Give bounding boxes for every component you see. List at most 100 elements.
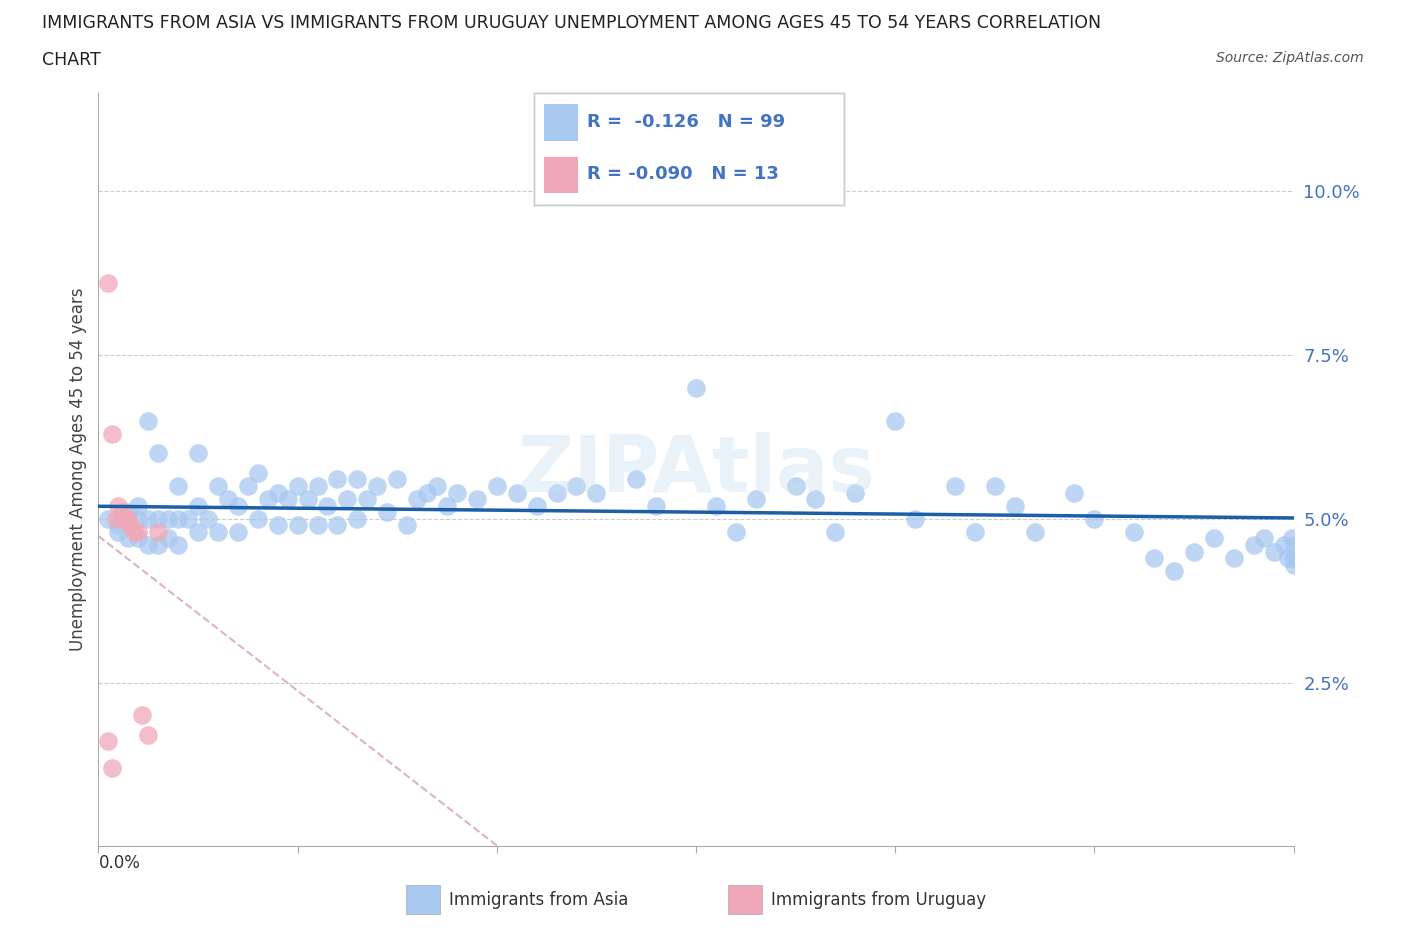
Point [1223, 551, 1246, 565]
Point [645, 498, 668, 513]
Point [984, 479, 1007, 494]
Point [745, 492, 768, 507]
Point [148, 525, 170, 539]
Point [436, 498, 458, 513]
Point [97, 275, 120, 290]
Point [1263, 544, 1285, 559]
Point [446, 485, 468, 500]
Point [704, 498, 727, 513]
Point [97, 512, 120, 526]
Bar [406, 885, 440, 914]
Point [297, 492, 319, 507]
Point [375, 505, 398, 520]
Point [1281, 531, 1303, 546]
Point [246, 466, 269, 481]
Point [1282, 557, 1305, 572]
Point [287, 518, 309, 533]
Point [187, 445, 209, 460]
Point [267, 485, 290, 500]
Point [226, 498, 249, 513]
Point [97, 734, 120, 749]
Point [107, 498, 129, 513]
Point [157, 512, 180, 526]
Point [187, 525, 209, 539]
Y-axis label: Unemployment Among Ages 45 to 54 years: Unemployment Among Ages 45 to 54 years [69, 288, 87, 651]
Point [426, 479, 449, 494]
Point [1282, 538, 1305, 552]
Point [326, 518, 349, 533]
Text: CHART: CHART [42, 51, 101, 69]
Point [1143, 551, 1166, 565]
Point [207, 479, 229, 494]
Point [136, 538, 159, 552]
Point [277, 492, 299, 507]
Point [1163, 564, 1185, 578]
Point [127, 512, 149, 526]
Point [546, 485, 568, 500]
Point [685, 380, 707, 395]
Point [101, 426, 124, 441]
Point [406, 492, 429, 507]
Point [167, 538, 190, 552]
Point [844, 485, 866, 500]
Point [356, 492, 378, 507]
Point [396, 518, 419, 533]
Point [724, 525, 747, 539]
Text: Immigrants from Uruguay: Immigrants from Uruguay [770, 891, 986, 909]
Point [1123, 525, 1146, 539]
Point [416, 485, 439, 500]
Point [136, 413, 159, 428]
Point [111, 505, 134, 520]
Point [485, 479, 508, 494]
Point [217, 492, 239, 507]
Point [167, 512, 190, 526]
Point [148, 538, 170, 552]
Point [585, 485, 607, 500]
Point [127, 525, 149, 539]
Bar [544, 104, 578, 141]
Text: R = -0.090   N = 13: R = -0.090 N = 13 [586, 166, 779, 183]
Point [884, 413, 907, 428]
Point [1282, 551, 1305, 565]
Text: ZIPAtlas: ZIPAtlas [517, 432, 875, 508]
Point [117, 531, 139, 546]
Point [526, 498, 548, 513]
Point [148, 512, 170, 526]
Point [124, 525, 146, 539]
Text: Source: ZipAtlas.com: Source: ZipAtlas.com [1216, 51, 1364, 65]
Point [1253, 531, 1275, 546]
Point [963, 525, 986, 539]
Point [1277, 551, 1299, 565]
Point [1024, 525, 1046, 539]
Point [1243, 538, 1265, 552]
Point [346, 512, 368, 526]
Point [127, 531, 149, 546]
Point [246, 512, 269, 526]
Point [187, 498, 209, 513]
Point [157, 531, 180, 546]
Point [565, 479, 588, 494]
Point [197, 512, 219, 526]
Point [824, 525, 846, 539]
Point [366, 479, 388, 494]
Point [1202, 531, 1225, 546]
Point [207, 525, 229, 539]
Point [236, 479, 259, 494]
Point [316, 498, 339, 513]
Point [336, 492, 359, 507]
Point [120, 518, 142, 533]
Point [101, 760, 124, 775]
Point [267, 518, 290, 533]
Point [107, 525, 129, 539]
Point [326, 472, 349, 487]
Point [226, 525, 249, 539]
Point [1083, 512, 1105, 526]
Point [506, 485, 529, 500]
Point [385, 472, 409, 487]
Text: R =  -0.126   N = 99: R = -0.126 N = 99 [586, 113, 785, 131]
Text: Immigrants from Asia: Immigrants from Asia [450, 891, 628, 909]
Point [117, 505, 139, 520]
Point [785, 479, 807, 494]
Bar [728, 885, 762, 914]
Point [904, 512, 927, 526]
